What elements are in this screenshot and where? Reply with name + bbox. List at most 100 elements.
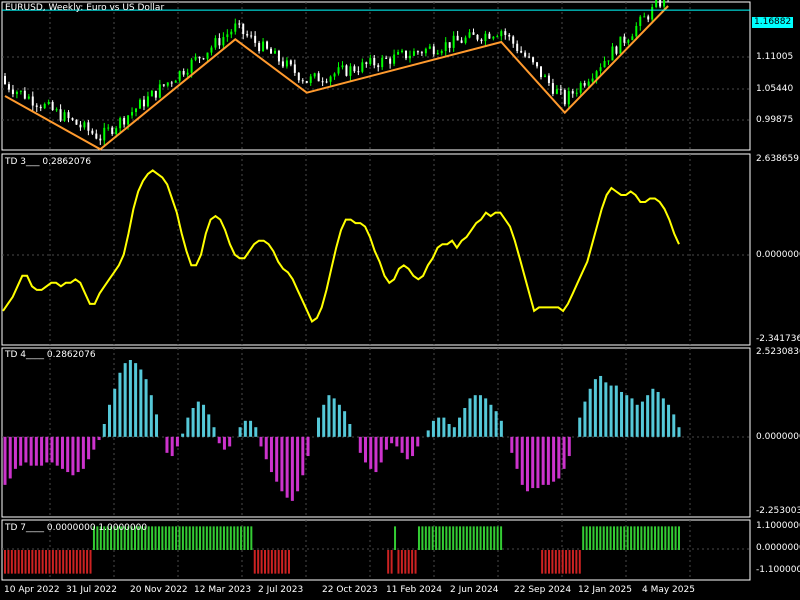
candle-body — [365, 62, 368, 65]
candle-body — [142, 99, 145, 107]
candle-body — [23, 90, 26, 99]
candle-body — [428, 46, 431, 49]
td7-ytick-zero: 0.0000000 — [756, 543, 800, 553]
candle-body — [281, 61, 284, 67]
candle-body — [198, 56, 201, 59]
candle-body — [627, 40, 630, 43]
current-price-label: 1.16882 — [752, 17, 794, 28]
candle-body — [651, 6, 654, 20]
candle-body — [412, 51, 415, 56]
td7-ytick-min: -1.1000000 — [756, 565, 800, 575]
td3-label: TD 3___ 0.2862076 — [5, 157, 92, 167]
candle-body — [27, 96, 30, 99]
candle-body — [51, 101, 54, 111]
candle-body — [162, 84, 165, 86]
candle-body — [500, 31, 503, 37]
candle-body — [218, 38, 221, 46]
candle-body — [551, 83, 554, 94]
candle-body — [246, 34, 249, 36]
candle-body — [337, 67, 340, 74]
td4-ytick-min: -2.2530038 — [756, 506, 800, 516]
candle-body — [436, 53, 439, 55]
candle-body — [460, 40, 463, 43]
candle-body — [35, 105, 38, 107]
candle-body — [7, 84, 10, 90]
candle-body — [266, 41, 269, 49]
candle-body — [301, 80, 304, 82]
candle-body — [385, 57, 388, 59]
candle-body — [242, 23, 245, 35]
candle-body — [583, 83, 586, 86]
candle-body — [496, 36, 499, 38]
candle-body — [297, 72, 300, 81]
xtick-0: 10 Apr 2022 — [4, 585, 60, 595]
candle-body — [174, 80, 177, 83]
candle-body — [87, 122, 90, 131]
candle-body — [472, 32, 475, 35]
candle-body — [571, 91, 574, 94]
candle-body — [226, 34, 229, 38]
candle-body — [63, 112, 66, 121]
candle-body — [456, 35, 459, 41]
candle-body — [603, 61, 606, 68]
candle-body — [83, 122, 86, 128]
xtick-2: 20 Nov 2022 — [130, 585, 188, 595]
candle-body — [416, 51, 419, 53]
candle-body — [289, 60, 292, 65]
candle-body — [619, 36, 622, 54]
candle-body — [230, 31, 233, 35]
candle-body — [138, 99, 141, 109]
candle-body — [520, 50, 523, 53]
candle-body — [361, 62, 364, 72]
candle-body — [210, 47, 213, 53]
candle-body — [111, 127, 114, 134]
candle-body — [107, 127, 110, 129]
xtick-9: 12 Jan 2025 — [578, 585, 632, 595]
candle-body — [15, 91, 18, 95]
candle-body — [377, 65, 380, 68]
candle-body — [79, 124, 82, 128]
candle-body — [607, 60, 610, 62]
candle-body — [532, 57, 535, 63]
candle-body — [67, 112, 70, 119]
candle-body — [182, 70, 185, 75]
candle-body — [504, 31, 507, 35]
xtick-1: 31 Jul 2022 — [66, 585, 117, 595]
candle-body — [11, 89, 14, 95]
td4-ytick-zero: 0.0000000 — [756, 432, 800, 442]
candle-body — [591, 78, 594, 82]
pane-frame-0 — [1, 1, 751, 151]
candle-body — [369, 57, 372, 65]
td7-ytick-max: 1.1000000 — [756, 521, 800, 531]
main-ytick-2: 1.05440 — [756, 84, 794, 94]
candle-body — [47, 101, 50, 104]
candle-body — [158, 84, 161, 98]
candle-body — [277, 50, 280, 62]
candle-body — [321, 81, 324, 83]
candle-body — [341, 65, 344, 68]
td3-ytick-max: 2.6386591 — [756, 154, 800, 164]
candle-body — [222, 37, 225, 46]
candle-body — [4, 76, 6, 85]
xtick-10: 4 May 2025 — [642, 585, 695, 595]
candle-body — [146, 96, 149, 107]
candle-body — [508, 34, 511, 37]
candle-body — [119, 117, 122, 129]
candle-body — [555, 89, 558, 94]
candle-body — [166, 82, 169, 86]
td3-ytick-min: -2.3417365 — [756, 334, 800, 344]
td4-ytick-max: 2.5230836 — [756, 347, 800, 357]
candle-body — [516, 43, 519, 51]
main-ytick-3: 0.99875 — [756, 115, 794, 125]
candle-body — [647, 16, 650, 20]
candle-body — [615, 46, 618, 54]
candle-body — [262, 41, 265, 52]
candle-body — [559, 89, 562, 91]
candle-body — [285, 60, 288, 67]
candle-body — [59, 109, 62, 121]
candle-body — [31, 96, 34, 106]
candle-body — [492, 36, 495, 39]
candle-body — [528, 56, 531, 58]
candle-body — [55, 109, 58, 111]
xtick-7: 2 Jun 2024 — [450, 585, 499, 595]
